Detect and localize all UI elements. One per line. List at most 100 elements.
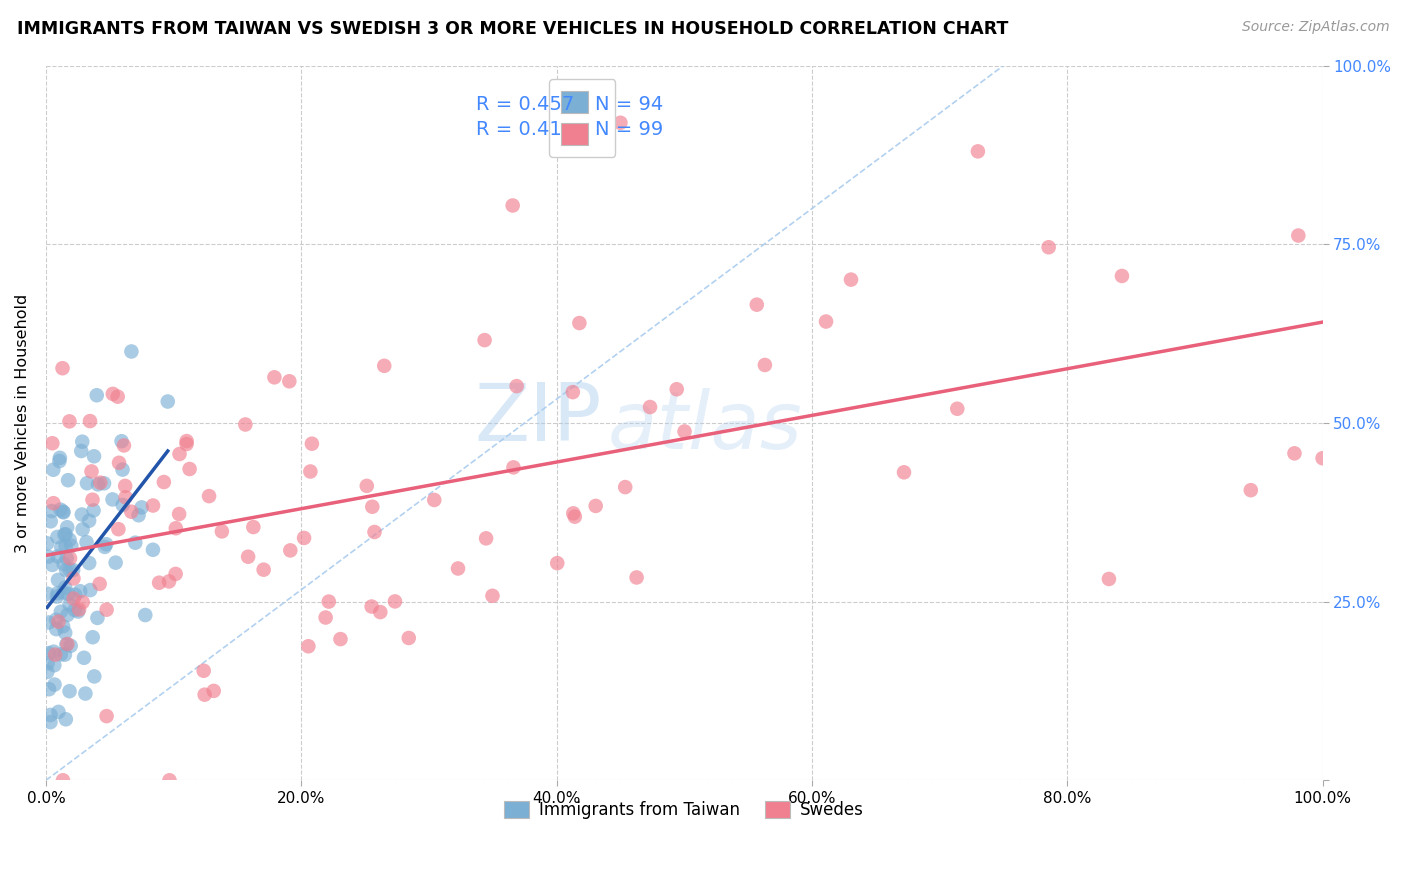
Point bbox=[58, 684, 80, 698]
Point bbox=[53, 581, 76, 595]
Point bbox=[1038, 240, 1060, 254]
Point bbox=[79, 583, 101, 598]
Point bbox=[384, 594, 406, 608]
Point bbox=[56, 587, 79, 601]
Point bbox=[94, 540, 117, 554]
Point bbox=[52, 505, 75, 519]
Point bbox=[60, 539, 83, 553]
Point bbox=[329, 632, 352, 646]
Point bbox=[111, 498, 134, 512]
Point bbox=[83, 669, 105, 683]
Point bbox=[561, 385, 583, 400]
Point bbox=[45, 590, 67, 604]
Point bbox=[52, 585, 75, 599]
Point bbox=[93, 476, 115, 491]
Point bbox=[80, 464, 103, 478]
Legend: Immigrants from Taiwan, Swedes: Immigrants from Taiwan, Swedes bbox=[498, 794, 870, 826]
Point bbox=[67, 602, 90, 616]
Point bbox=[315, 610, 337, 624]
Point bbox=[51, 361, 73, 376]
Point bbox=[46, 549, 69, 564]
Point bbox=[73, 650, 96, 665]
Point bbox=[56, 520, 79, 534]
Point bbox=[96, 709, 118, 723]
Point bbox=[159, 773, 181, 788]
Point bbox=[148, 575, 170, 590]
Point bbox=[363, 524, 385, 539]
Point bbox=[893, 466, 915, 480]
Point bbox=[63, 603, 86, 617]
Point bbox=[278, 374, 301, 388]
Point bbox=[70, 508, 93, 522]
Point bbox=[59, 533, 82, 547]
Point bbox=[89, 475, 111, 490]
Point bbox=[193, 664, 215, 678]
Point bbox=[481, 589, 503, 603]
Point bbox=[128, 508, 150, 523]
Point bbox=[101, 387, 124, 401]
Point bbox=[665, 382, 688, 396]
Point bbox=[45, 622, 67, 636]
Point bbox=[156, 394, 179, 409]
Point bbox=[49, 502, 72, 516]
Point bbox=[299, 465, 322, 479]
Point bbox=[754, 358, 776, 372]
Point bbox=[53, 625, 76, 640]
Point bbox=[101, 492, 124, 507]
Point bbox=[292, 531, 315, 545]
Point bbox=[96, 602, 118, 616]
Point bbox=[745, 298, 768, 312]
Point bbox=[55, 637, 77, 651]
Point bbox=[49, 648, 72, 662]
Point bbox=[839, 272, 862, 286]
Point bbox=[87, 477, 110, 491]
Point bbox=[37, 549, 59, 564]
Point bbox=[475, 532, 498, 546]
Point bbox=[62, 571, 84, 585]
Point bbox=[546, 556, 568, 570]
Point bbox=[51, 540, 73, 554]
Point bbox=[79, 414, 101, 428]
Point bbox=[83, 503, 105, 517]
Point bbox=[58, 414, 80, 428]
Point bbox=[67, 605, 90, 619]
Point bbox=[157, 574, 180, 589]
Point bbox=[814, 314, 837, 328]
Point bbox=[114, 490, 136, 504]
Text: R = 0.41: R = 0.41 bbox=[477, 120, 562, 139]
Point bbox=[82, 630, 104, 644]
Point bbox=[42, 496, 65, 510]
Point bbox=[114, 479, 136, 493]
Point bbox=[37, 656, 59, 670]
Point bbox=[614, 480, 637, 494]
Point bbox=[69, 584, 91, 599]
Point bbox=[55, 712, 77, 726]
Point bbox=[55, 527, 77, 541]
Point bbox=[72, 434, 94, 449]
Point bbox=[37, 615, 59, 630]
Point bbox=[176, 434, 198, 449]
Point bbox=[112, 438, 135, 452]
Point bbox=[169, 447, 191, 461]
Point bbox=[111, 462, 134, 476]
Point bbox=[1284, 446, 1306, 460]
Point bbox=[673, 425, 696, 439]
Point bbox=[108, 456, 131, 470]
Point bbox=[235, 417, 257, 432]
Point bbox=[70, 444, 93, 458]
Point bbox=[41, 436, 63, 450]
Point bbox=[502, 460, 524, 475]
Point bbox=[77, 514, 100, 528]
Point bbox=[44, 658, 66, 673]
Point bbox=[131, 500, 153, 515]
Point bbox=[373, 359, 395, 373]
Point bbox=[49, 605, 72, 619]
Point bbox=[360, 599, 382, 614]
Point bbox=[46, 530, 69, 544]
Point bbox=[278, 543, 301, 558]
Point bbox=[318, 594, 340, 608]
Point bbox=[44, 648, 66, 662]
Point bbox=[75, 687, 97, 701]
Point bbox=[39, 514, 62, 528]
Point bbox=[65, 588, 87, 602]
